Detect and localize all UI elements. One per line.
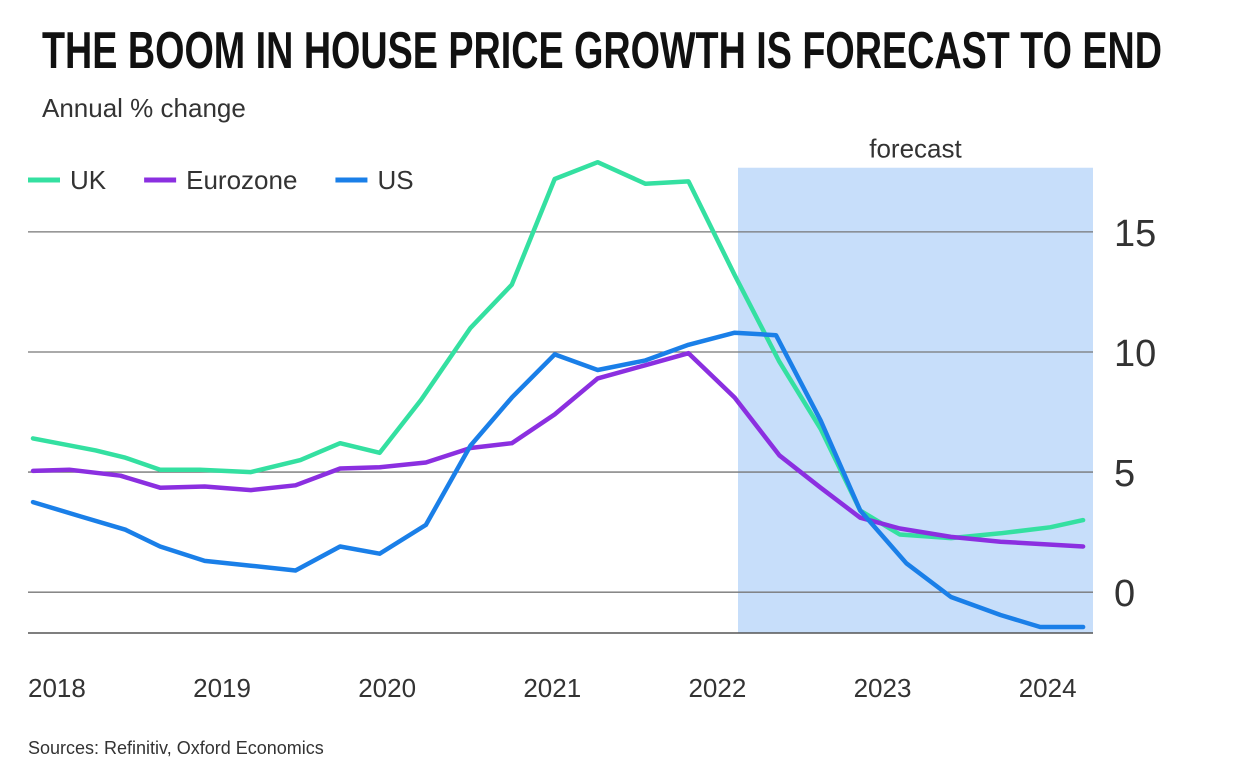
x-tick-label: 2021 (523, 673, 581, 703)
legend-label: UK (70, 165, 107, 195)
series-line (30, 159, 1086, 541)
chart-title: THE BOOM IN HOUSE PRICE GROWTH IS FORECA… (42, 22, 1162, 80)
y-tick-label: 0 (1114, 573, 1135, 615)
y-tick-label: 10 (1114, 333, 1156, 375)
x-tick-label: 2024 (1019, 673, 1077, 703)
legend-label: US (377, 165, 413, 195)
forecast-label: forecast (869, 134, 962, 164)
x-tick-label: 2018 (28, 673, 86, 703)
source: Sources: Refinitiv, Oxford Economics (28, 738, 324, 758)
forecast-region (738, 167, 1093, 633)
x-tick-label: 2019 (193, 673, 251, 703)
x-tick-label: 2020 (358, 673, 416, 703)
y-tick-label: 15 (1114, 213, 1156, 255)
x-tick-label: 2023 (854, 673, 912, 703)
series-line (30, 330, 1086, 630)
subtitle: Annual % change (42, 93, 246, 123)
y-tick-label: 5 (1114, 453, 1135, 495)
x-tick-label: 2022 (688, 673, 746, 703)
legend-label: Eurozone (186, 165, 297, 195)
